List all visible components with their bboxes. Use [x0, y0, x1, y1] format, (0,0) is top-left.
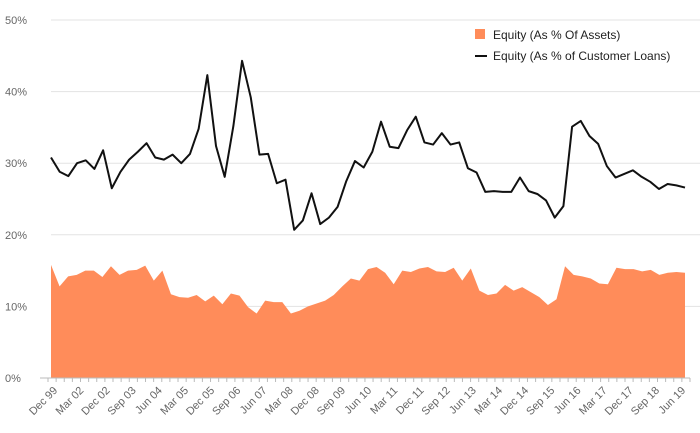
series-line-loans [50, 59, 686, 231]
x-tick-label: Sep 09 [315, 385, 348, 418]
loans-line-layer [50, 59, 686, 231]
x-tick-label: Dec 14 [498, 385, 531, 418]
x-tick-label: Dec 99 [27, 385, 60, 418]
x-tick-label: Dec 08 [289, 385, 322, 418]
legend-label-loans: Equity (As % of Customer Loans) [493, 49, 670, 63]
y-tick-label: 0% [5, 373, 21, 385]
x-tick-label: Jun 10 [342, 385, 374, 417]
y-tick-label: 50% [5, 15, 27, 27]
legend: Equity (As % Of Assets) Equity (As % of … [475, 28, 670, 63]
x-tick-label: Dec 17 [603, 385, 636, 418]
x-tick-label: Sep 03 [106, 385, 139, 418]
y-tick-label: 30% [5, 158, 27, 170]
legend-label-assets: Equity (As % Of Assets) [493, 28, 620, 42]
y-tick-label: 20% [5, 230, 27, 242]
series-area-assets [51, 264, 685, 378]
assets-area-layer [51, 264, 685, 378]
x-tick-label: Dec 02 [79, 385, 112, 418]
x-tick-label: Sep 15 [524, 385, 557, 418]
x-tick-label: Sep 18 [629, 385, 662, 418]
x-tick-label: Mar 11 [368, 385, 400, 417]
x-tick-label: Sep 12 [420, 385, 453, 418]
y-axis-tick-labels: 0% 10% 20% 30% 40% 50% [5, 15, 27, 385]
x-tick-label: Sep 06 [210, 385, 243, 418]
y-tick-label: 40% [5, 87, 27, 99]
legend-swatch-assets [475, 29, 485, 39]
x-tick-label: Jun 19 [656, 385, 688, 417]
x-tick-label: Dec 05 [184, 385, 217, 418]
y-tick-label: 10% [5, 301, 27, 313]
